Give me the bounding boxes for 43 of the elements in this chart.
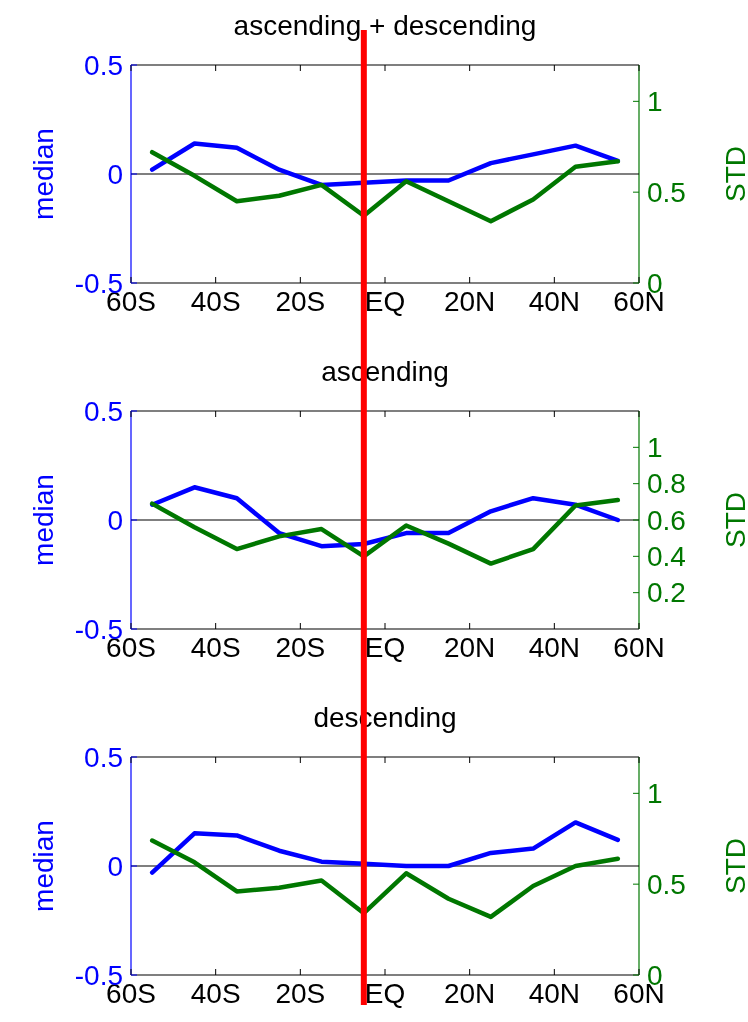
y-tick-label: 0 [107, 158, 123, 190]
y2-tick-label: 0.8 [647, 468, 686, 500]
y-tick-label: 0.5 [84, 49, 123, 81]
x-tick-label: EQ [364, 632, 406, 663]
y2-tick-label: 0.5 [647, 868, 686, 900]
x-tick-label: 20N [443, 978, 496, 1009]
line-series [149, 141, 621, 188]
x-tick-label: 20N [443, 286, 496, 317]
y2-axis-title: STD [720, 838, 748, 894]
x-tick-label: 40N [528, 632, 581, 663]
line-series [149, 838, 621, 920]
line-series [149, 497, 621, 566]
y-axis-title: median [28, 474, 59, 566]
y2-tick-label: 0.6 [647, 504, 686, 536]
x-tick-label: EQ [364, 978, 406, 1009]
y2-tick-label: 1 [647, 86, 663, 118]
x-tick-label: 20S [275, 286, 326, 317]
x-tick-label: 40N [528, 978, 581, 1009]
x-tick-label: 40S [190, 978, 241, 1009]
y2-tick-label: 1 [647, 432, 663, 464]
x-tick-label: 20N [443, 632, 496, 663]
y-tick-label: 0.5 [84, 741, 123, 773]
y-axis-title: median [28, 820, 59, 912]
line-series [149, 149, 621, 224]
x-tick-label: 40N [528, 286, 581, 317]
x-tick-label: 20S [275, 632, 326, 663]
y2-tick-label: 0.5 [647, 176, 686, 208]
y2-tick-label: 1 [647, 778, 663, 810]
y2-axis-title: STD [720, 146, 748, 202]
x-tick-label: 20S [275, 978, 326, 1009]
x-tick-label: 40S [190, 286, 241, 317]
y2-tick-label: 0.2 [647, 577, 686, 609]
y-tick-label: 0.5 [84, 395, 123, 427]
y2-tick-label: 0.4 [647, 541, 686, 573]
y2-axis-title: STD [720, 492, 748, 548]
x-tick-label: 40S [190, 632, 241, 663]
y-axis-title: median [28, 128, 59, 220]
x-tick-label: EQ [364, 286, 406, 317]
y-tick-label: 0 [107, 504, 123, 536]
y-tick-label: 0 [107, 850, 123, 882]
line-series [149, 820, 621, 875]
x-tick-label: 60N [613, 632, 665, 663]
chart-title: ascending + descending [233, 10, 537, 41]
